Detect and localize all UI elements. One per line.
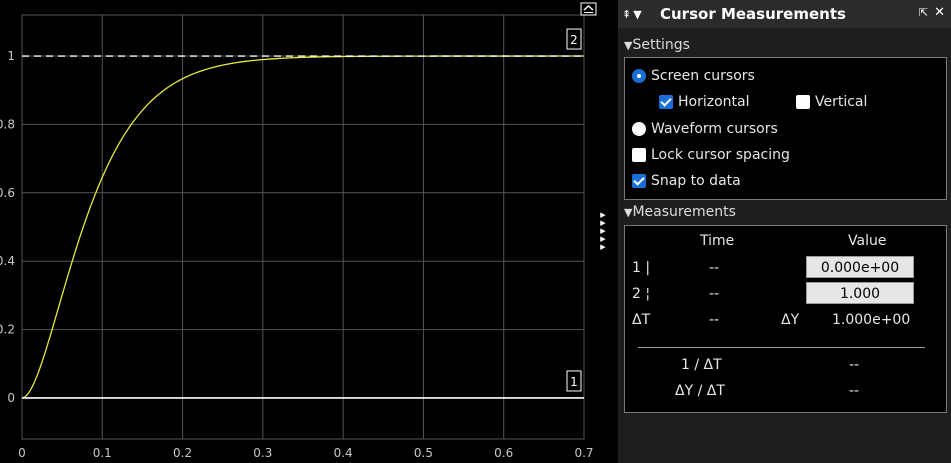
x-tick-label: 0.3: [253, 446, 272, 460]
plot-border: [22, 15, 584, 439]
plot-axes[interactable]: 0 0.1 0.2 0.3 0.4 0.5 0.6 0.7 0 0.2 0.4 0.6 0.8 1 1 2: [0, 0, 600, 463]
panel-menu-icons[interactable]: ⇞▼: [618, 8, 660, 21]
waveform-cursors-radio[interactable]: Waveform cursors: [632, 121, 778, 137]
panel-title: Cursor Measurements: [660, 5, 846, 23]
x-tick-label: 0: [18, 446, 26, 460]
screen-cursors-radio[interactable]: Screen cursors: [632, 68, 755, 84]
cursor-1-tag[interactable]: 1: [567, 371, 581, 391]
checkbox-unchecked-icon: [632, 148, 646, 162]
delta-t-label: ΔT: [632, 312, 650, 328]
close-icon[interactable]: ✕: [934, 5, 945, 20]
lock-cursor-spacing-label: Lock cursor spacing: [651, 147, 790, 163]
time-column-header: Time: [700, 233, 734, 249]
delta-y-label: ΔY: [781, 312, 799, 328]
triangle-right-icon: ▶: [599, 212, 607, 220]
snap-to-data-checkbox[interactable]: Snap to data: [632, 173, 741, 189]
cursor-2-value-field[interactable]: 1.000: [806, 282, 914, 304]
radio-unselected-icon: [632, 122, 646, 136]
horizontal-checkbox[interactable]: Horizontal: [659, 94, 749, 110]
triangle-right-icon: ▶: [599, 244, 607, 252]
y-tick-label: 0.4: [0, 254, 15, 268]
triangle-right-icon: ▶: [599, 236, 607, 244]
waveform-cursors-label: Waveform cursors: [651, 121, 778, 137]
triangle-right-icon: ▶: [599, 228, 607, 236]
delta-t-value: --: [709, 312, 719, 328]
cursor-measurements-panel: ⇞▼ Cursor Measurements ⇱ ✕ ▼Settings Scre…: [618, 0, 951, 463]
measurements-divider: [638, 347, 925, 348]
measurements-section-header[interactable]: ▼Measurements: [624, 204, 736, 220]
x-tick-label: 0.7: [574, 446, 593, 460]
delta-y-over-delta-t-value: --: [849, 383, 859, 399]
cursor-1-tag-label: 1: [570, 375, 578, 389]
x-tick-label: 0.4: [334, 446, 353, 460]
vertical-label: Vertical: [815, 94, 867, 110]
cursor-1-row-label: 1 |: [632, 260, 650, 276]
grid-lines: [22, 15, 584, 439]
cursor-2-row-label: 2 ¦: [632, 286, 650, 302]
inverse-delta-t-value: --: [849, 357, 859, 373]
x-tick-label: 0.6: [494, 446, 513, 460]
snap-to-data-label: Snap to data: [651, 173, 741, 189]
collapse-icon[interactable]: ▼: [633, 8, 643, 21]
measurements-heading: Measurements: [632, 204, 735, 220]
y-tick-label: 0.6: [0, 186, 15, 200]
cursor-1-value-field[interactable]: 0.000e+00: [806, 256, 914, 278]
inverse-delta-t-label: 1 / ΔT: [681, 357, 722, 373]
screen-cursors-label: Screen cursors: [651, 68, 755, 84]
value-column-header: Value: [848, 233, 886, 249]
delta-y-over-delta-t-label: ΔY / ΔT: [675, 383, 725, 399]
undock-arrow-icon[interactable]: ⇱: [919, 6, 928, 19]
panel-window-controls: ⇱ ✕: [919, 5, 945, 20]
undock-icon[interactable]: [581, 3, 596, 15]
lock-cursor-spacing-checkbox[interactable]: Lock cursor spacing: [632, 147, 790, 163]
pin-icon[interactable]: ⇞: [622, 8, 633, 21]
vertical-checkbox[interactable]: Vertical: [796, 94, 867, 110]
scope-display[interactable]: 0 0.1 0.2 0.3 0.4 0.5 0.6 0.7 0 0.2 0.4 0.6 0.8 1 1 2: [0, 0, 600, 463]
signal-trace: [22, 56, 584, 398]
panel-toggle-handle[interactable]: ▶ ▶ ▶ ▶ ▶: [599, 212, 607, 252]
cursor-2-time: --: [709, 286, 719, 302]
checkbox-checked-icon: [659, 95, 673, 109]
y-tick-label: 0: [7, 391, 15, 405]
horizontal-label: Horizontal: [678, 94, 749, 110]
checkbox-unchecked-icon: [796, 95, 810, 109]
panel-header: ⇞▼ Cursor Measurements ⇱ ✕: [618, 0, 951, 28]
settings-heading: Settings: [632, 37, 689, 53]
x-tick-label: 0.1: [93, 446, 112, 460]
x-tick-label: 0.5: [414, 446, 433, 460]
y-tick-label: 1: [7, 49, 15, 63]
cursor-1-time: --: [709, 260, 719, 276]
triangle-right-icon: ▶: [599, 220, 607, 228]
x-tick-label: 0.2: [173, 446, 192, 460]
settings-section-header[interactable]: ▼Settings: [624, 37, 690, 53]
y-tick-label: 0.2: [0, 323, 15, 337]
delta-y-value: 1.000e+00: [832, 312, 910, 328]
y-tick-label: 0.8: [0, 117, 15, 131]
cursor-2-tag-label: 2: [570, 33, 578, 47]
radio-selected-icon: [632, 69, 646, 83]
cursor-2-tag[interactable]: 2: [567, 29, 581, 49]
checkbox-checked-icon: [632, 174, 646, 188]
